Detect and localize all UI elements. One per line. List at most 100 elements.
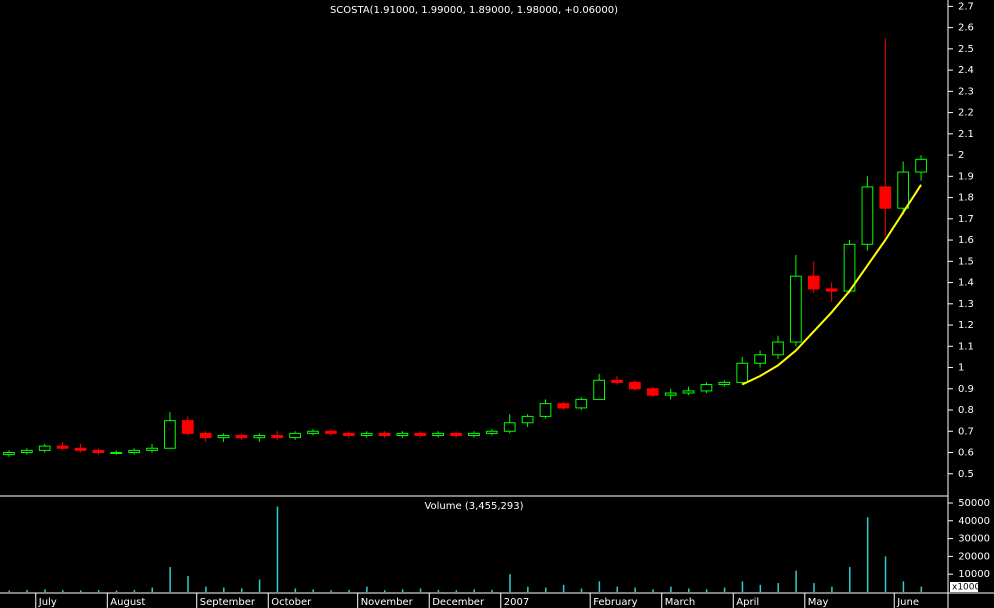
volume-bar <box>920 586 923 592</box>
y-tick-label: 1.8 <box>958 193 974 204</box>
y-tick-label: 0.7 <box>958 426 974 437</box>
x-tick-label: October <box>271 597 312 608</box>
volume-bar <box>348 589 350 592</box>
candle-body <box>485 430 498 434</box>
volume-bar <box>509 574 511 592</box>
volume-bar <box>26 589 28 592</box>
candle-body <box>307 430 319 434</box>
y-tick-label: 2.7 <box>958 1 974 12</box>
y-tick-label: 2.3 <box>958 86 974 97</box>
y-tick-label: 1.1 <box>958 341 974 352</box>
candle-body <box>539 403 552 417</box>
volume-bar <box>473 589 475 592</box>
candle-body <box>38 445 51 451</box>
candle-body <box>217 435 230 439</box>
candle-body <box>736 362 749 383</box>
y-tick-label: 0.9 <box>958 384 974 395</box>
y-tick-label: 1.7 <box>958 214 974 225</box>
candle-body <box>3 452 15 456</box>
volume-bar <box>330 590 332 592</box>
volume-bar <box>849 567 851 592</box>
candle-body <box>503 422 516 432</box>
volume-bar <box>205 586 207 592</box>
volume-bar <box>562 584 565 592</box>
candle-body <box>74 447 87 451</box>
candle-body <box>56 445 69 449</box>
volume-bar <box>544 587 547 592</box>
y-tick-label: 2.5 <box>958 44 974 55</box>
volume-bar <box>312 589 314 592</box>
y-tick-label: 2.1 <box>958 129 974 140</box>
candle-body <box>199 432 212 439</box>
candle-body <box>825 288 838 292</box>
volume-bar <box>598 581 601 592</box>
candle-body <box>92 449 105 454</box>
volume-bar <box>759 584 762 592</box>
candle-body <box>235 435 248 439</box>
y-tick-label: 0.6 <box>958 448 974 459</box>
y-tick-label: 1 <box>958 363 964 374</box>
candle-body <box>879 186 892 209</box>
candle-body <box>897 171 910 209</box>
volume-bar <box>580 588 583 592</box>
candle-body <box>521 415 534 424</box>
candle-body <box>396 432 409 437</box>
x-tick-label: March <box>665 597 695 608</box>
volume-bar <box>62 590 64 592</box>
volume-bar <box>491 589 493 592</box>
candle-body <box>629 381 641 390</box>
candle-body <box>271 435 284 439</box>
volume-bar <box>133 589 136 592</box>
volume-bar <box>97 590 100 592</box>
volume-bar <box>813 583 815 592</box>
candle-body <box>915 158 927 173</box>
volume-bar <box>902 581 905 592</box>
volume-tick-label: 30000 <box>958 534 990 545</box>
x-tick-label: April <box>736 597 759 608</box>
volume-bar <box>705 589 708 592</box>
y-tick-label: 1.9 <box>958 171 974 182</box>
candle-body <box>807 275 820 290</box>
volume-bar <box>294 588 297 592</box>
x-tick-label: 2007 <box>504 597 529 608</box>
x-tick-label: May <box>808 597 829 608</box>
volume-bar <box>741 581 744 592</box>
trend-line <box>741 184 922 386</box>
volume-bar <box>115 590 118 592</box>
volume-tick-label: 20000 <box>958 551 990 562</box>
volume-tick-label: 40000 <box>958 516 990 527</box>
x-tick-label: September <box>200 597 256 608</box>
volume-bar <box>187 575 189 592</box>
volume-bar <box>223 587 225 592</box>
candle-body <box>342 432 355 437</box>
y-tick-label: 1.3 <box>958 299 974 310</box>
candle-body <box>664 392 677 396</box>
y-tick-label: 1.6 <box>958 235 974 246</box>
unit-box <box>950 582 978 592</box>
x-tick-label: June <box>896 597 919 608</box>
volume-bar <box>401 589 404 592</box>
volume-bar <box>866 517 869 592</box>
volume-tick-label: 50000 <box>958 498 990 509</box>
candle-body <box>593 379 605 400</box>
volume-bar <box>276 506 279 592</box>
x-tick-label: November <box>361 597 414 608</box>
candle-body <box>450 432 462 437</box>
x-tick-label: February <box>593 597 637 608</box>
candle-body <box>557 403 570 409</box>
volume-bar <box>670 586 672 592</box>
y-tick-label: 0.5 <box>958 469 974 480</box>
y-tick-label: 2.2 <box>958 108 974 119</box>
volume-bar <box>831 586 833 592</box>
x-tick-label: August <box>110 597 145 608</box>
volume-bar <box>437 589 440 592</box>
candle-body <box>146 447 158 451</box>
volume-tick-label: 10000 <box>958 569 990 580</box>
candle-body <box>325 430 337 434</box>
candle-body <box>861 186 874 245</box>
y-tick-label: 2.6 <box>958 23 974 34</box>
y-tick-label: 1.2 <box>958 320 974 331</box>
candle-body <box>468 432 480 437</box>
